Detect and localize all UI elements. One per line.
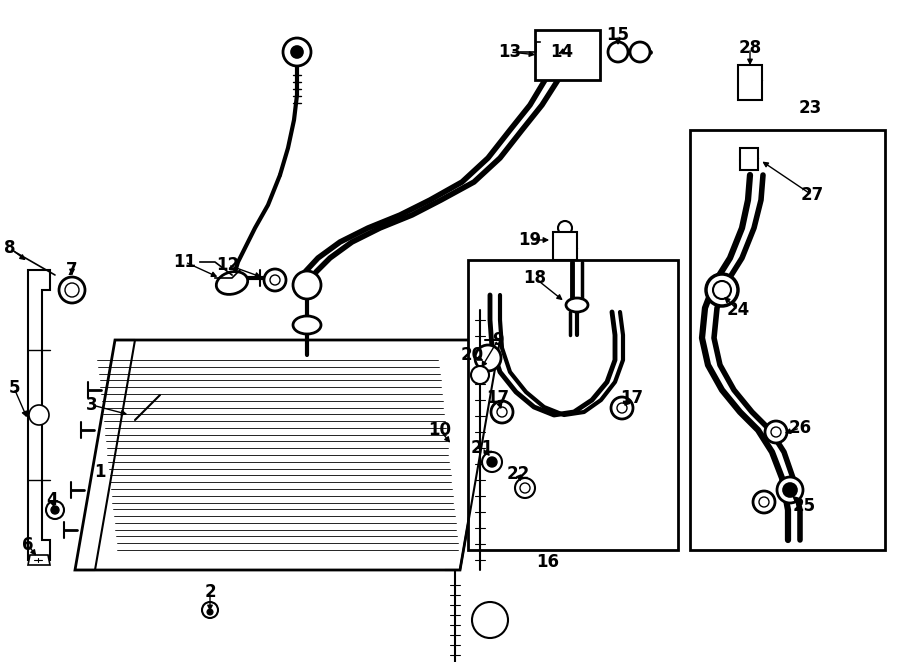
Polygon shape: [28, 555, 50, 565]
Circle shape: [283, 38, 311, 66]
Text: 10: 10: [428, 421, 452, 439]
Text: 24: 24: [726, 301, 750, 319]
Circle shape: [487, 457, 497, 467]
Circle shape: [472, 602, 508, 638]
Circle shape: [471, 366, 489, 384]
Ellipse shape: [216, 271, 248, 295]
Text: 17: 17: [620, 389, 643, 407]
Text: 1: 1: [94, 463, 106, 481]
Circle shape: [617, 403, 627, 413]
Text: 8: 8: [4, 239, 16, 257]
Text: 11: 11: [174, 253, 196, 271]
Circle shape: [608, 42, 628, 62]
Circle shape: [264, 269, 286, 291]
Text: 9: 9: [492, 331, 504, 349]
Circle shape: [491, 401, 513, 423]
Circle shape: [515, 478, 535, 498]
Circle shape: [475, 345, 501, 371]
Circle shape: [520, 483, 530, 493]
Bar: [553, 232, 577, 260]
Text: 25: 25: [792, 497, 815, 515]
Ellipse shape: [566, 298, 588, 312]
Polygon shape: [75, 340, 500, 570]
Text: 27: 27: [800, 186, 824, 204]
Text: 2: 2: [204, 583, 216, 601]
Circle shape: [59, 277, 85, 303]
Text: 28: 28: [738, 39, 761, 57]
Text: 15: 15: [607, 26, 629, 44]
Text: 3: 3: [86, 396, 98, 414]
Circle shape: [207, 609, 213, 615]
Text: 23: 23: [798, 99, 822, 117]
Text: 21: 21: [471, 439, 493, 457]
Circle shape: [765, 421, 787, 443]
Circle shape: [753, 491, 775, 513]
Circle shape: [65, 283, 79, 297]
Circle shape: [771, 427, 781, 437]
Text: 14: 14: [551, 43, 573, 61]
Circle shape: [759, 497, 769, 507]
Circle shape: [270, 275, 280, 285]
Text: 18: 18: [524, 269, 546, 287]
Bar: [740, 148, 758, 170]
Bar: [690, 130, 885, 550]
Circle shape: [783, 483, 797, 497]
Circle shape: [202, 602, 218, 618]
Text: 26: 26: [788, 419, 812, 437]
Polygon shape: [28, 270, 50, 560]
Circle shape: [29, 405, 49, 425]
Circle shape: [291, 46, 303, 58]
Circle shape: [611, 397, 633, 419]
Text: 6: 6: [22, 536, 34, 554]
Text: 20: 20: [461, 346, 483, 364]
Text: 4: 4: [46, 491, 58, 509]
Ellipse shape: [293, 316, 321, 334]
Bar: [738, 65, 762, 100]
Bar: [468, 260, 678, 550]
Text: 12: 12: [216, 256, 239, 274]
Text: 16: 16: [536, 553, 560, 571]
Text: 22: 22: [507, 465, 529, 483]
Text: 7: 7: [67, 261, 77, 279]
Bar: [535, 30, 600, 80]
Text: 5: 5: [8, 379, 20, 397]
Text: 19: 19: [518, 231, 542, 249]
Circle shape: [558, 221, 572, 235]
Circle shape: [630, 42, 650, 62]
Circle shape: [51, 506, 59, 514]
Text: 13: 13: [499, 43, 522, 61]
Circle shape: [706, 274, 738, 306]
Circle shape: [777, 477, 803, 503]
Circle shape: [713, 281, 731, 299]
Circle shape: [497, 407, 507, 417]
Circle shape: [293, 271, 321, 299]
Circle shape: [46, 501, 64, 519]
Text: 17: 17: [486, 389, 509, 407]
Circle shape: [482, 452, 502, 472]
Circle shape: [740, 152, 756, 168]
